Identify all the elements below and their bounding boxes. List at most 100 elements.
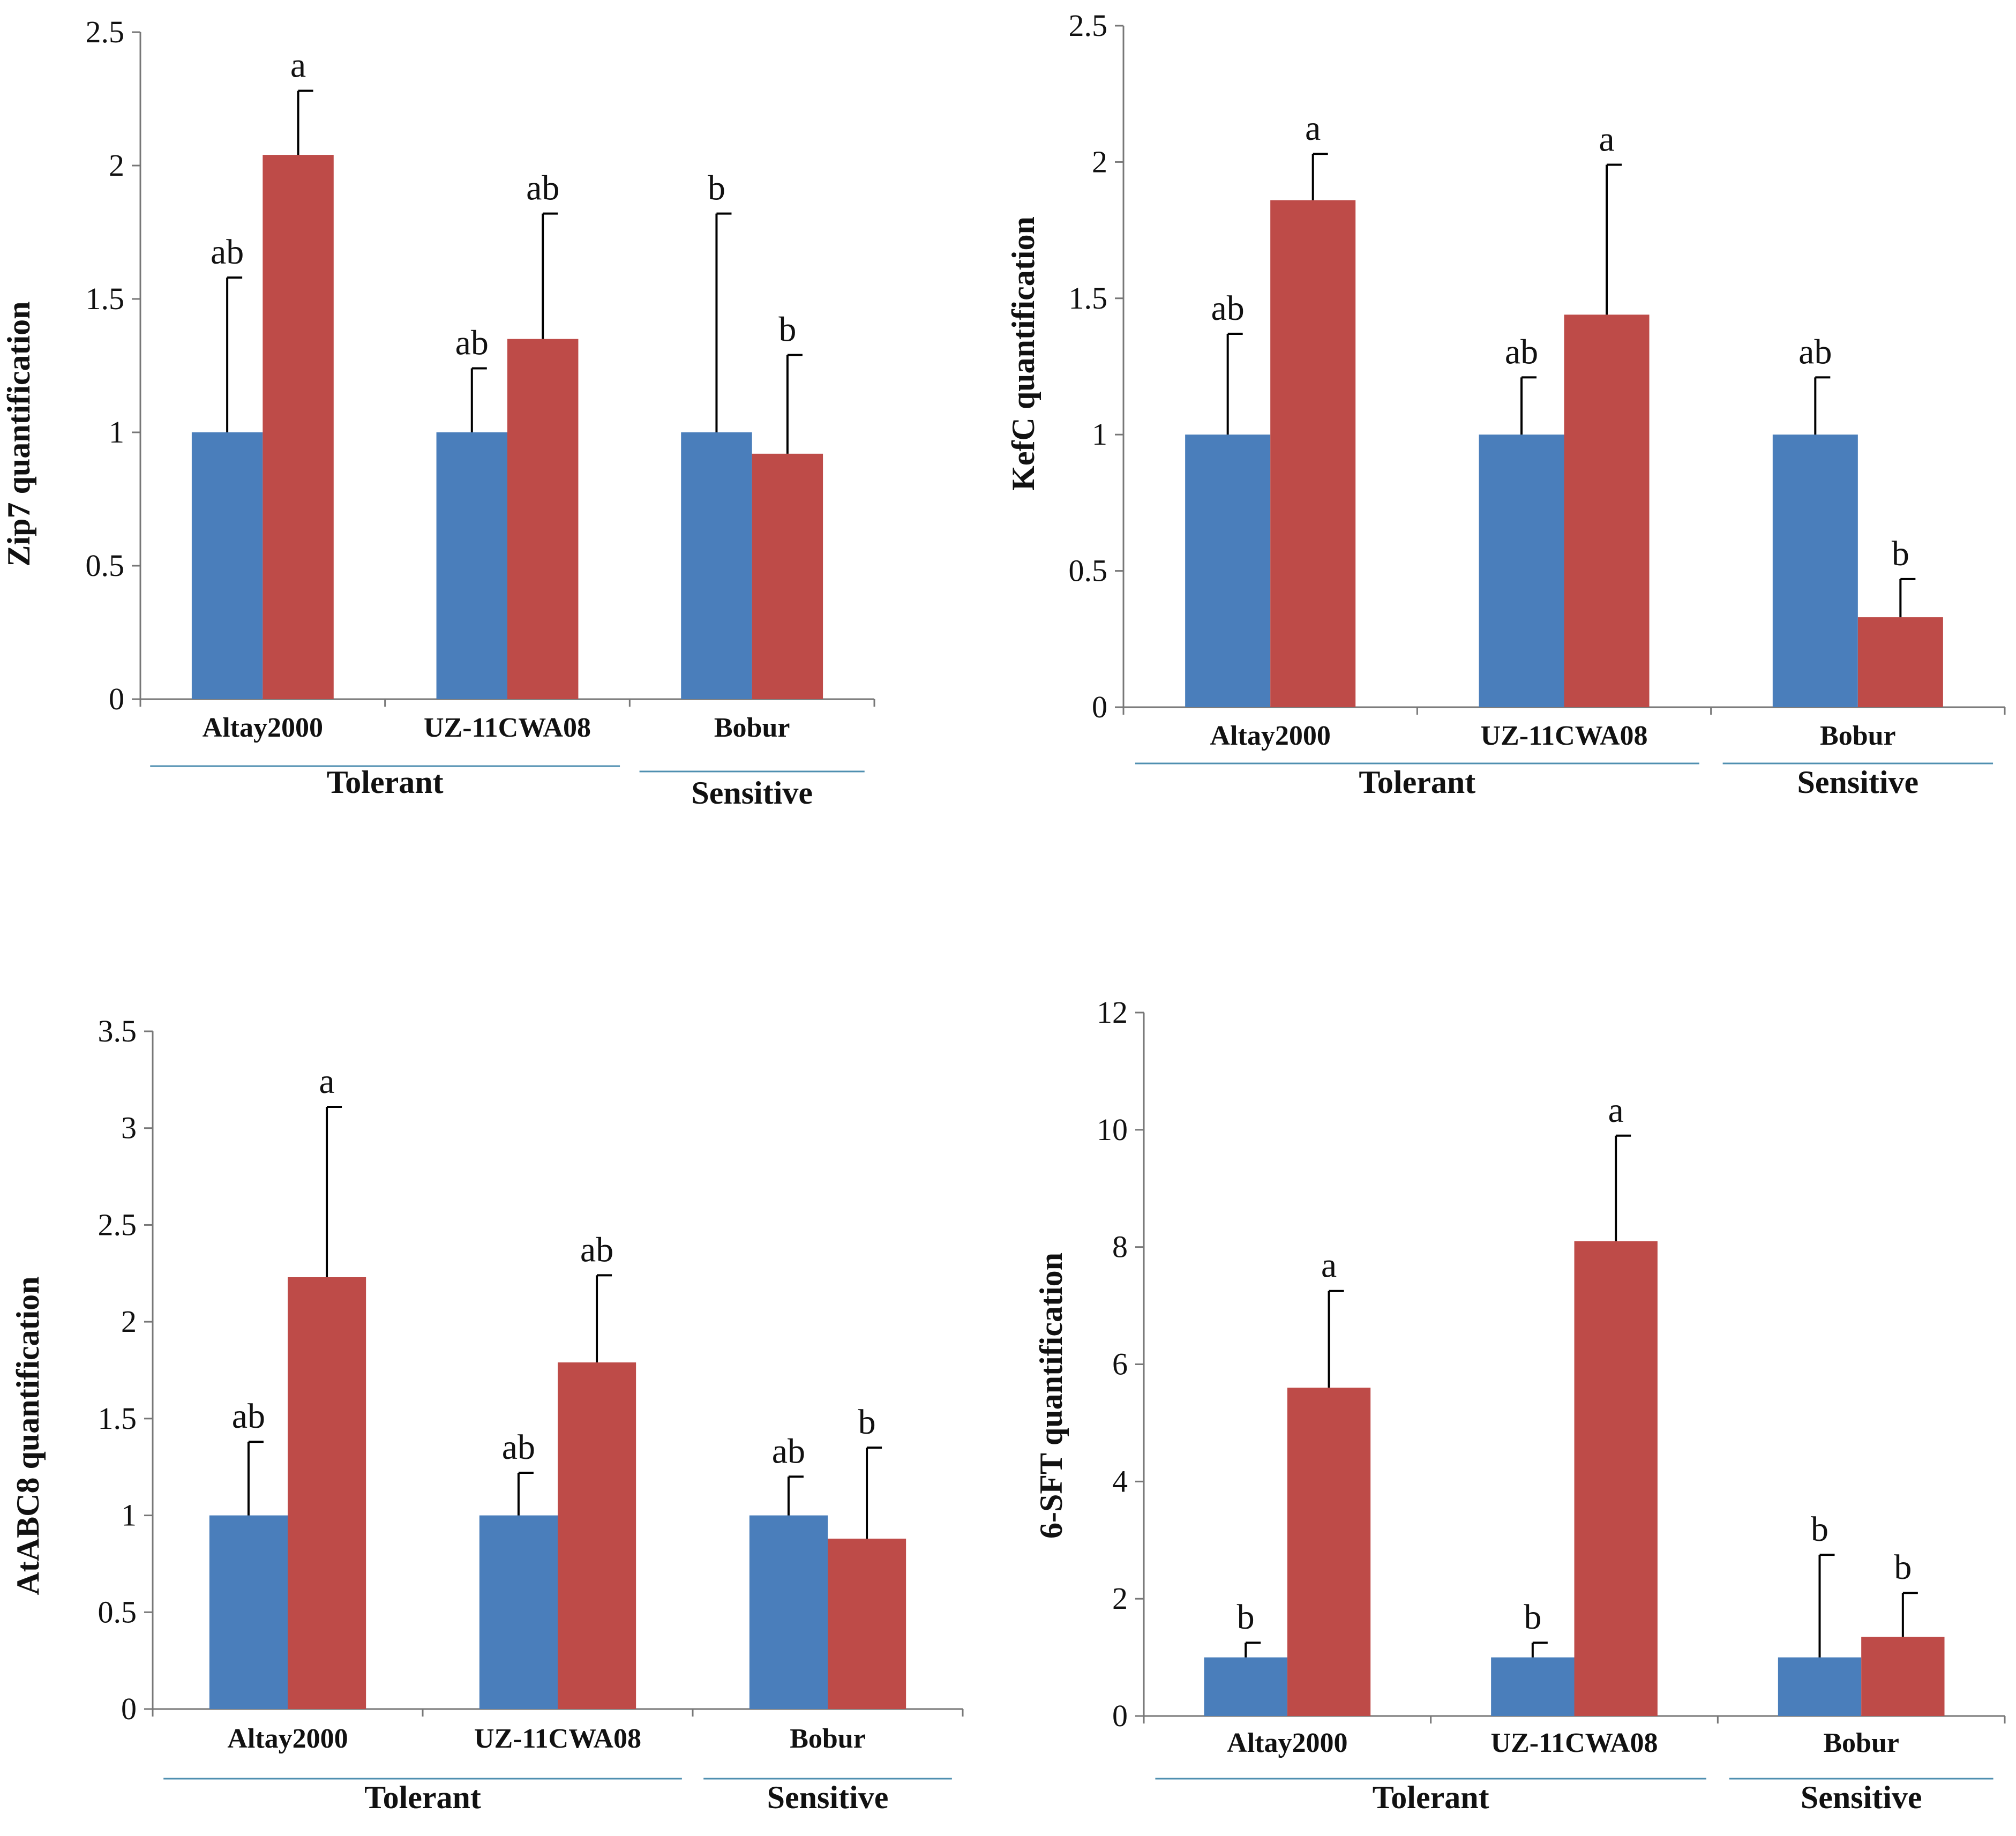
bar — [558, 1362, 636, 1709]
significance-letter: b — [1237, 1598, 1255, 1637]
bar — [1778, 1657, 1862, 1716]
significance-letter: b — [708, 169, 725, 208]
y-tick-label: 3 — [121, 1111, 137, 1145]
y-tick-label: 2 — [109, 148, 124, 183]
y-tick-label: 0.5 — [1069, 553, 1108, 588]
y-tick-label: 1.5 — [98, 1401, 137, 1436]
group-label: Sensitive — [767, 1780, 889, 1815]
bar — [1491, 1657, 1575, 1716]
y-tick-label: 2.5 — [86, 14, 125, 49]
x-tick-label: Altay2000 — [203, 713, 323, 743]
group-label: Sensitive — [691, 775, 813, 811]
group-label: Tolerant — [364, 1780, 481, 1815]
significance-letter: ab — [502, 1428, 535, 1467]
significance-letter: a — [1599, 119, 1614, 159]
y-tick-label: 10 — [1097, 1112, 1128, 1147]
y-tick-label: 2.5 — [98, 1207, 137, 1242]
bar — [681, 432, 752, 699]
x-tick-label: Bobur — [1820, 721, 1896, 751]
bar — [507, 339, 579, 699]
y-tick-label: 0 — [1112, 1698, 1128, 1733]
y-tick-label: 2 — [1092, 144, 1107, 179]
group-label: Sensitive — [1801, 1780, 1922, 1815]
significance-letter: ab — [455, 323, 489, 362]
y-tick-label: 2 — [121, 1304, 137, 1339]
y-axis-label: KefC quantification — [1006, 216, 1041, 491]
significance-letter: a — [319, 1062, 334, 1101]
y-axis-label: 6-SFT quantification — [1033, 1253, 1069, 1539]
group-label: Tolerant — [1359, 765, 1475, 800]
bar — [1270, 200, 1356, 708]
significance-letter: ab — [1211, 289, 1245, 328]
x-tick-label: UZ-11CWA08 — [1480, 721, 1647, 751]
bar — [1857, 617, 1943, 707]
group-label: Sensitive — [1797, 765, 1918, 800]
significance-letter: ab — [526, 169, 559, 208]
significance-letter: a — [290, 46, 306, 85]
bar — [1772, 434, 1858, 707]
bar — [1185, 434, 1271, 707]
group-label: Tolerant — [1373, 1780, 1489, 1815]
bar — [752, 453, 823, 699]
x-tick-label: Bobur — [714, 713, 790, 743]
y-tick-label: 1.5 — [1069, 281, 1108, 316]
y-tick-label: 1 — [121, 1498, 137, 1533]
bar — [1287, 1388, 1371, 1716]
significance-letter: b — [1894, 1548, 1912, 1587]
bar — [263, 155, 334, 700]
significance-letter: b — [858, 1403, 876, 1442]
bar — [1574, 1241, 1658, 1716]
y-tick-label: 0.5 — [86, 548, 125, 583]
y-tick-label: 0 — [121, 1691, 137, 1726]
y-tick-label: 8 — [1112, 1230, 1128, 1264]
bar — [1479, 434, 1564, 707]
y-tick-label: 0.5 — [98, 1594, 137, 1629]
bar — [191, 432, 263, 699]
y-tick-label: 2.5 — [1069, 8, 1108, 43]
significance-letter: b — [1524, 1598, 1541, 1637]
significance-letter: ab — [211, 233, 244, 272]
chart-panel-bottom-right: 0 2 4 6 8 10 12 6-SFT quantification b a Altay2000… — [1033, 995, 2006, 1815]
y-tick-label: 1.5 — [86, 281, 125, 316]
y-tick-label: 2 — [1112, 1581, 1128, 1616]
bar — [209, 1515, 288, 1709]
y-axis-label: AtABC8 quantification — [10, 1276, 46, 1595]
y-tick-label: 6 — [1112, 1347, 1128, 1382]
x-tick-label: Bobur — [1823, 1728, 1899, 1758]
significance-letter: b — [778, 310, 796, 349]
x-tick-label: Altay2000 — [227, 1723, 348, 1754]
y-tick-label: 1 — [1092, 417, 1107, 452]
significance-letter: b — [1892, 534, 1909, 573]
significance-letter: ab — [232, 1397, 265, 1436]
chart-panel-top-left: 0 0.5 1 1.5 2 2.5 Zip7 quantification ab a Altay2… — [1, 14, 875, 811]
y-tick-label: 3.5 — [98, 1014, 137, 1048]
y-tick-label: 1 — [109, 415, 124, 449]
significance-letter: ab — [1505, 332, 1538, 371]
bar — [828, 1538, 906, 1709]
y-tick-label: 0 — [109, 681, 124, 716]
x-tick-label: UZ-11CWA08 — [424, 713, 591, 743]
y-axis-label: Zip7 quantification — [1, 301, 36, 566]
x-tick-label: UZ-11CWA08 — [474, 1723, 641, 1754]
significance-letter: ab — [1798, 332, 1832, 371]
bar — [749, 1515, 828, 1709]
y-tick-label: 12 — [1097, 995, 1128, 1030]
x-tick-label: Altay2000 — [1210, 721, 1331, 751]
bar — [288, 1277, 366, 1709]
group-label: Tolerant — [327, 765, 444, 800]
bar — [479, 1515, 558, 1709]
significance-letter: a — [1608, 1091, 1624, 1130]
y-tick-label: 0 — [1092, 690, 1107, 724]
significance-letter: ab — [772, 1432, 805, 1471]
bar — [1564, 314, 1650, 707]
significance-letter: b — [1811, 1510, 1828, 1549]
bar — [436, 432, 507, 699]
significance-letter: a — [1305, 109, 1321, 148]
y-tick-label: 4 — [1112, 1464, 1128, 1498]
x-tick-label: UZ-11CWA08 — [1490, 1728, 1658, 1758]
significance-letter: a — [1321, 1246, 1337, 1285]
x-tick-label: Altay2000 — [1227, 1728, 1347, 1758]
